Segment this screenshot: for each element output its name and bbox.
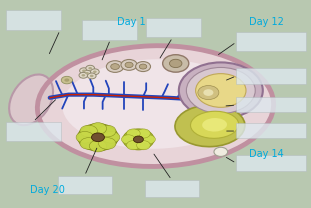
Circle shape: [121, 59, 137, 70]
Circle shape: [127, 129, 140, 138]
Circle shape: [89, 140, 107, 152]
FancyBboxPatch shape: [146, 18, 201, 37]
Circle shape: [76, 131, 94, 143]
Circle shape: [102, 131, 120, 143]
FancyBboxPatch shape: [236, 68, 306, 84]
FancyBboxPatch shape: [236, 97, 306, 112]
Circle shape: [99, 125, 116, 137]
Ellipse shape: [9, 74, 53, 125]
Circle shape: [91, 133, 104, 142]
Circle shape: [139, 64, 147, 69]
Text: Day 12: Day 12: [249, 17, 284, 27]
Ellipse shape: [202, 118, 227, 132]
Circle shape: [87, 73, 96, 79]
Circle shape: [125, 62, 133, 68]
Circle shape: [127, 141, 140, 150]
Circle shape: [81, 74, 85, 77]
Circle shape: [196, 74, 246, 107]
Circle shape: [80, 125, 97, 137]
Circle shape: [83, 70, 91, 76]
Circle shape: [88, 67, 92, 69]
Circle shape: [186, 67, 255, 114]
Circle shape: [89, 123, 107, 134]
Ellipse shape: [191, 111, 239, 138]
FancyBboxPatch shape: [58, 176, 112, 194]
Text: Day 14: Day 14: [249, 149, 284, 159]
Circle shape: [61, 76, 72, 84]
Circle shape: [91, 69, 99, 75]
Circle shape: [78, 124, 118, 151]
Circle shape: [121, 135, 135, 144]
FancyBboxPatch shape: [236, 155, 306, 171]
Circle shape: [203, 89, 213, 96]
Circle shape: [198, 85, 219, 100]
FancyBboxPatch shape: [6, 122, 61, 141]
Circle shape: [137, 129, 150, 138]
FancyBboxPatch shape: [82, 20, 137, 40]
Circle shape: [106, 61, 124, 72]
FancyBboxPatch shape: [236, 123, 306, 138]
Circle shape: [123, 129, 154, 150]
Text: Day 1: Day 1: [117, 17, 145, 27]
Ellipse shape: [62, 59, 249, 149]
FancyBboxPatch shape: [145, 180, 199, 197]
Circle shape: [214, 147, 228, 156]
Circle shape: [90, 75, 94, 77]
Circle shape: [80, 68, 88, 74]
Circle shape: [169, 59, 182, 68]
Circle shape: [136, 62, 151, 72]
Text: Day 20: Day 20: [30, 185, 64, 195]
Circle shape: [85, 72, 89, 74]
Circle shape: [163, 55, 189, 72]
Circle shape: [93, 71, 97, 73]
Circle shape: [179, 62, 263, 119]
Circle shape: [82, 69, 86, 72]
Circle shape: [79, 72, 88, 78]
Circle shape: [137, 141, 150, 150]
Circle shape: [80, 138, 97, 149]
Circle shape: [64, 78, 69, 82]
Circle shape: [111, 64, 119, 69]
Circle shape: [86, 65, 95, 71]
FancyBboxPatch shape: [6, 10, 61, 30]
Ellipse shape: [175, 105, 245, 147]
Circle shape: [99, 138, 116, 149]
Ellipse shape: [37, 46, 274, 166]
FancyBboxPatch shape: [236, 32, 306, 51]
Circle shape: [133, 136, 143, 143]
Circle shape: [142, 135, 156, 144]
